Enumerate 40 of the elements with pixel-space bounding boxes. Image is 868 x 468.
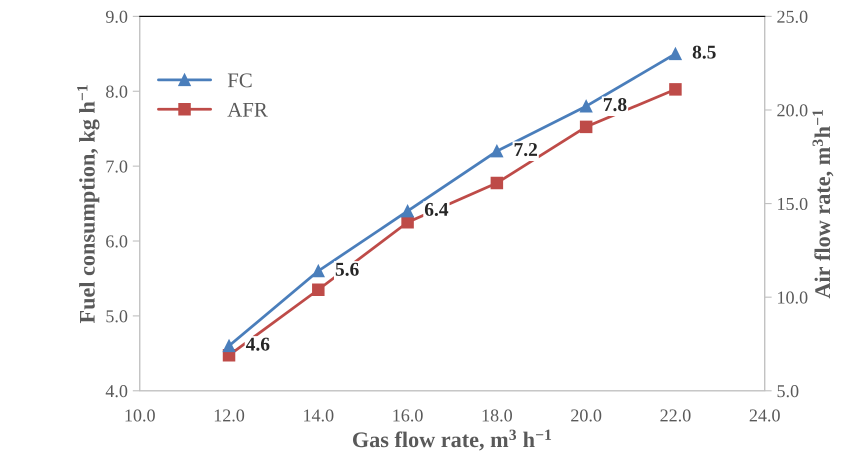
y2-tick-label: 15.0 — [778, 198, 808, 210]
x-tick-label: 10.0 — [126, 409, 155, 422]
data-label: 7.2 — [514, 142, 538, 156]
y-tick-label: 9.0 — [106, 10, 128, 23]
point — [401, 204, 414, 218]
data-label: 6.4 — [424, 202, 448, 216]
point — [580, 100, 592, 112]
y2-tick-label: 10.0 — [778, 291, 808, 304]
x-tick-label: 14.0 — [304, 409, 334, 422]
y2-axis-title: Air flow rate, m$^{3}$h$^{−1}$ — [812, 110, 834, 298]
x-tick-label: 18.0 — [482, 409, 512, 422]
data-label: 7.8 — [604, 98, 626, 112]
y-tick-label: 5.0 — [106, 310, 128, 322]
point — [312, 264, 325, 278]
legend-label: FC — [228, 73, 252, 88]
data-label: 5.6 — [336, 262, 359, 276]
point — [490, 144, 504, 158]
point — [490, 176, 504, 190]
data-label: 8.5 — [692, 46, 716, 59]
point — [669, 48, 682, 60]
y2-tick-label: 20.0 — [777, 104, 808, 116]
y2-tick-label: 5.0 — [778, 385, 798, 398]
x-tick-label: 24.0 — [750, 409, 780, 422]
y-tick-label: 6.0 — [106, 235, 128, 248]
point — [669, 83, 682, 96]
x-axis-title: Gas flow rate, m$^{3}$ h$^{−1}$ — [352, 430, 552, 450]
x-tick-label: 22.0 — [660, 409, 691, 422]
y-tick-label: 8.0 — [106, 86, 128, 98]
point — [312, 283, 325, 296]
x-tick-label: 16.0 — [393, 409, 423, 422]
y-tick-label: 7.0 — [106, 160, 128, 173]
y-axis-title: Fuel consumption, kg h$^{−1}$ — [77, 85, 100, 324]
y-tick-label: 4.0 — [106, 385, 128, 398]
point — [222, 340, 236, 352]
point — [580, 120, 592, 134]
x-tick-label: 12.0 — [214, 409, 244, 422]
legend-label: AFR — [227, 102, 268, 117]
x-tick-label: 20.0 — [571, 409, 602, 422]
data-label: 4.6 — [246, 338, 270, 351]
y2-tick-label: 25.0 — [777, 10, 808, 23]
